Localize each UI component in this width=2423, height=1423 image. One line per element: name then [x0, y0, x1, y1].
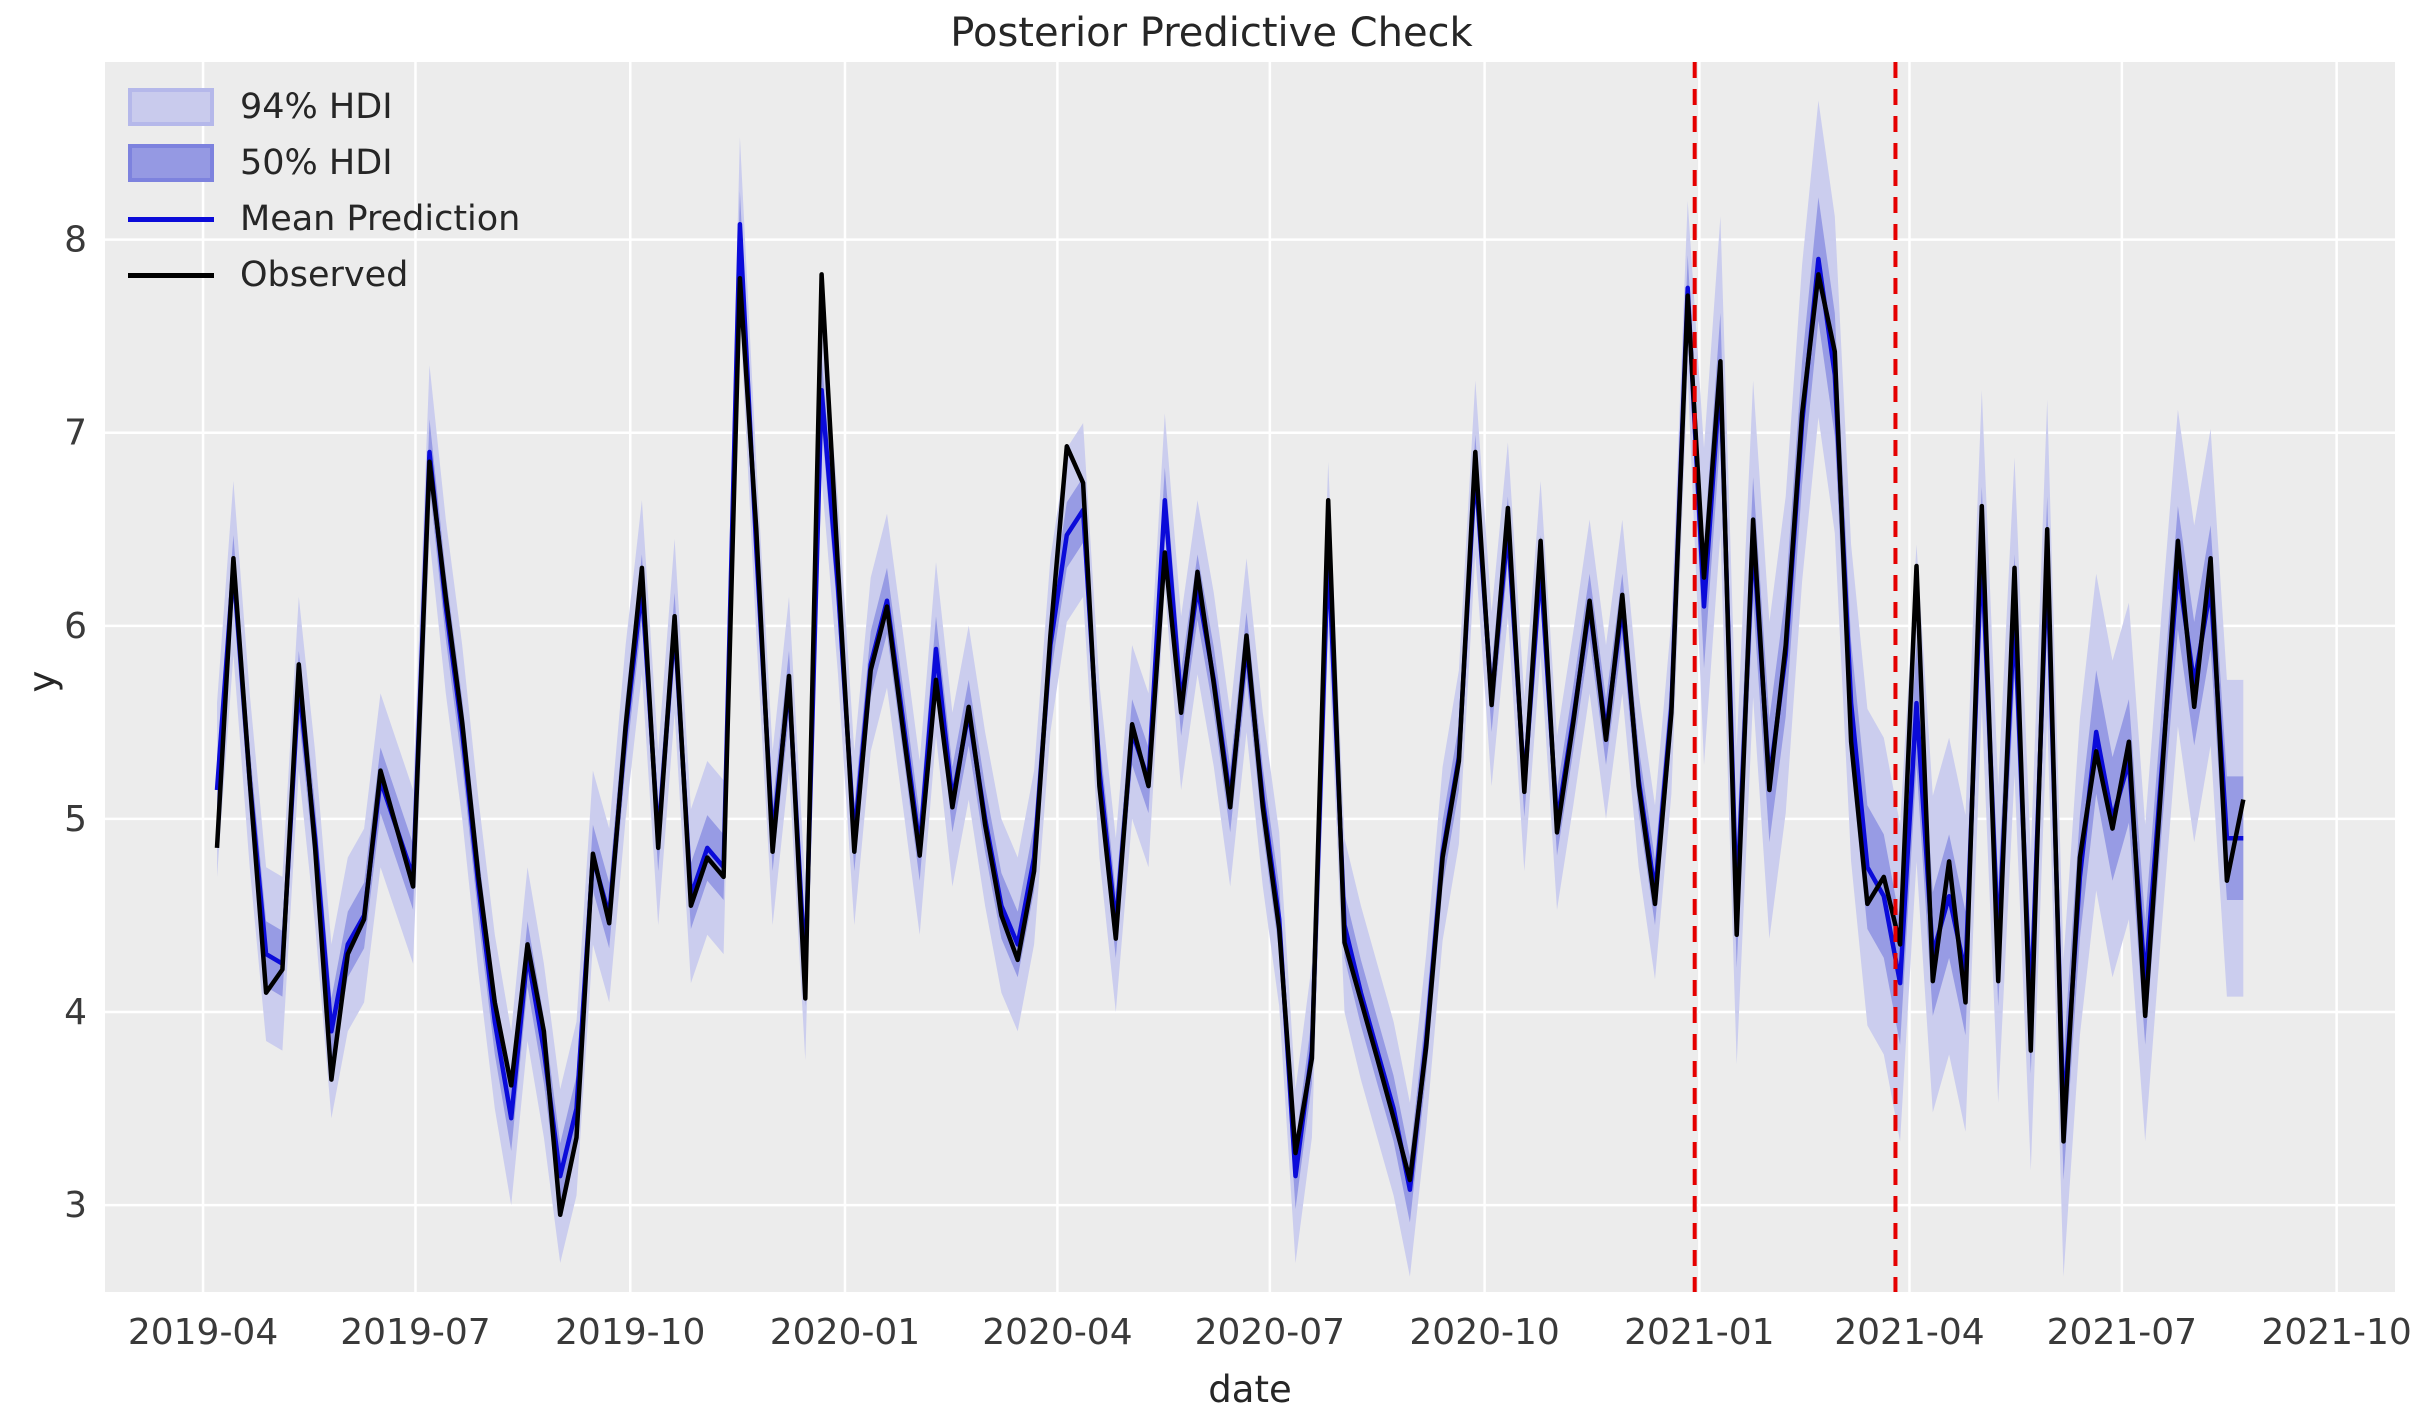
x-tick-label: 2021-10	[2261, 1312, 2411, 1353]
x-axis-label: date	[1208, 1368, 1292, 1411]
legend-label-mean: Mean Prediction	[240, 199, 521, 239]
hdi50-swatch-icon	[128, 144, 214, 182]
hdi94-band	[217, 100, 2244, 1277]
mean-line-swatch-icon	[128, 216, 214, 222]
legend: 94% HDI 50% HDI Mean Prediction Observed	[128, 86, 520, 296]
x-tick-label: 2021-07	[2047, 1312, 2197, 1353]
legend-label-observed: Observed	[240, 255, 409, 295]
legend-item-observed: Observed	[128, 254, 520, 296]
y-tick-label: 3	[64, 1185, 87, 1226]
x-tick-label: 2021-04	[1834, 1312, 1984, 1353]
x-tick-label: 2020-07	[1195, 1312, 1345, 1353]
legend-item-mean: Mean Prediction	[128, 198, 520, 240]
y-tick-label: 5	[64, 799, 87, 840]
x-tick-label: 2019-07	[340, 1312, 490, 1353]
legend-label-hdi50: 50% HDI	[240, 143, 393, 183]
x-tick-label: 2020-04	[982, 1312, 1132, 1353]
y-tick-label: 7	[64, 413, 87, 454]
legend-item-hdi94: 94% HDI	[128, 86, 520, 128]
x-tick-label: 2021-01	[1624, 1312, 1774, 1353]
x-tick-label: 2019-10	[555, 1312, 705, 1353]
y-tick-label: 8	[64, 220, 87, 261]
x-tick-label: 2019-04	[128, 1312, 278, 1353]
y-tick-label: 4	[64, 992, 87, 1033]
legend-item-hdi50: 50% HDI	[128, 142, 520, 184]
observed-line-swatch-icon	[128, 272, 214, 278]
y-tick-label: 6	[64, 606, 87, 647]
x-tick-label: 2020-10	[1409, 1312, 1559, 1353]
legend-label-hdi94: 94% HDI	[240, 87, 393, 127]
hdi94-swatch-icon	[128, 88, 214, 126]
observed-line	[214, 272, 2246, 1218]
hdi50-band	[217, 191, 2244, 1223]
chart-title: Posterior Predictive Check	[950, 10, 1473, 56]
x-tick-label: 2020-01	[770, 1312, 920, 1353]
y-axis-label: y	[20, 670, 64, 693]
